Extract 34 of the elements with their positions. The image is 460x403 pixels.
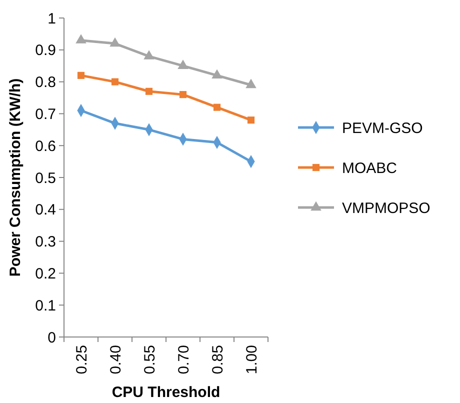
x-tick-label: 1.00 (243, 345, 260, 374)
y-axis-title: Power Consumption (KW/h) (7, 78, 24, 277)
y-tick-label: 0.9 (35, 42, 56, 60)
point (247, 116, 255, 124)
y-tick-label: 0.4 (35, 202, 56, 219)
point (144, 50, 154, 60)
x-tick-label: 0.85 (209, 345, 226, 374)
legend-label: VMPMOPSO (342, 200, 430, 217)
legend-label: MOABC (342, 160, 398, 177)
y-tick-label: 0.3 (35, 234, 56, 251)
point (179, 91, 187, 98)
point (77, 72, 85, 79)
y-tick-label: 0.8 (35, 74, 56, 92)
y-tick-label: 0.1 (35, 297, 56, 314)
point (212, 69, 222, 79)
y-tick-label: 0.2 (35, 265, 56, 282)
x-tick-label: 0.40 (107, 345, 124, 374)
point (145, 88, 153, 95)
point (76, 34, 86, 44)
x-tick-label: 0.25 (73, 345, 90, 374)
y-tick-label: 1 (48, 10, 56, 28)
point (246, 78, 256, 88)
point (213, 104, 221, 111)
x-axis-title: CPU Threshold (112, 384, 220, 401)
y-tick-label: 0 (48, 329, 56, 346)
x-tick-label: 0.70 (175, 345, 192, 374)
point (110, 37, 120, 47)
x-tick-label: 0.55 (141, 345, 158, 374)
y-tick-label: 0.5 (35, 170, 56, 187)
point (111, 78, 119, 86)
legend-label: PEVM-GSO (342, 120, 423, 137)
point (178, 60, 188, 69)
y-tick-label: 0.7 (35, 106, 56, 123)
y-tick-label: 0.6 (35, 138, 56, 155)
